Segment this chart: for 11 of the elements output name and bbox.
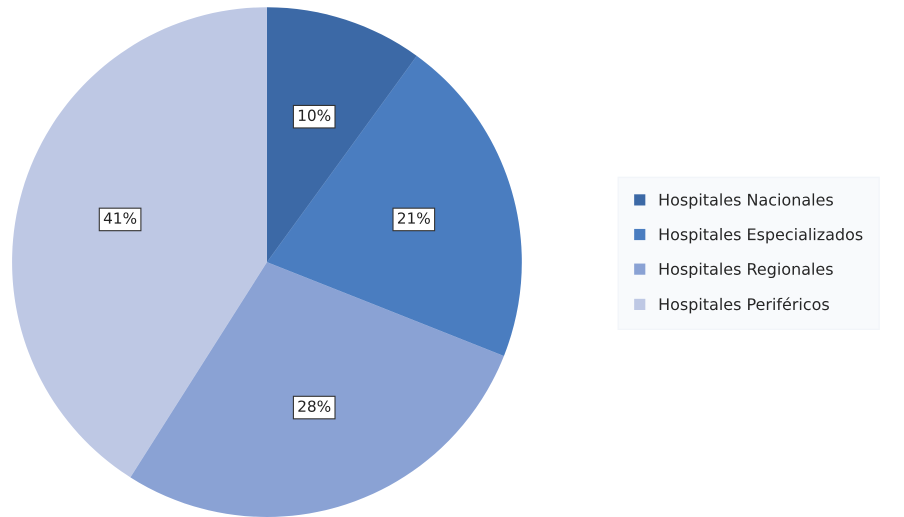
data-label: 21% (398, 212, 430, 224)
data-label: 28% (298, 400, 330, 412)
legend-label: Hospitales Regionales (660, 262, 833, 278)
pie-slice (12, 7, 267, 478)
pie-slice (266, 56, 522, 356)
pie-slice (130, 262, 504, 517)
legend-label: Hospitales Periféricos (660, 297, 829, 314)
legend-label: Hospitales Especializados (660, 228, 862, 244)
data-label: 10% (298, 110, 330, 122)
data-label: 41% (104, 212, 136, 224)
legend-label: Hospitales Nacionales (660, 193, 833, 209)
